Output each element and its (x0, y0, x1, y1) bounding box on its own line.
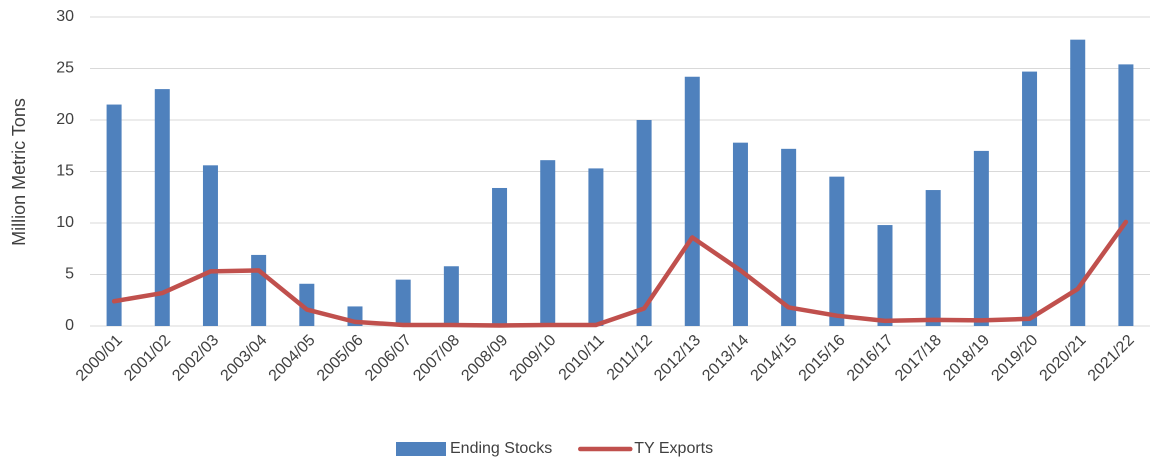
x-tick-label: 2018/19 (940, 332, 993, 385)
bar (973, 150, 989, 326)
x-tick-label: 2019/20 (988, 332, 1041, 385)
bar (877, 225, 893, 326)
bar (636, 120, 652, 326)
x-tick-label: 2014/15 (748, 332, 801, 385)
x-tick-label: 2008/09 (458, 332, 511, 385)
y-tick-label: 10 (56, 214, 74, 231)
x-tick-label: 2000/01 (73, 332, 126, 385)
y-tick-label: 25 (56, 60, 74, 77)
bar (588, 168, 604, 326)
x-tick-label: 2001/02 (121, 332, 174, 385)
bar (732, 142, 748, 326)
x-tick-label: 2003/04 (218, 332, 271, 385)
bar (829, 176, 845, 326)
legend-label: Ending Stocks (450, 440, 552, 457)
y-tick-label: 30 (56, 8, 74, 25)
y-tick-label: 0 (65, 317, 74, 334)
x-tick-label: 2007/08 (410, 332, 463, 385)
bar (443, 266, 459, 326)
bar (251, 254, 267, 326)
x-tick-label: 2013/14 (699, 332, 752, 385)
bar (684, 76, 700, 327)
bar (540, 160, 556, 326)
bar (395, 279, 411, 326)
bar (202, 165, 218, 326)
bar (154, 89, 170, 326)
x-tick-label: 2021/22 (1085, 332, 1138, 385)
x-tick-label: 2012/13 (651, 332, 704, 385)
legend-label: TY Exports (634, 440, 713, 457)
bar (1118, 64, 1134, 326)
legend-swatch (396, 442, 446, 456)
y-tick-label: 5 (65, 266, 74, 283)
x-tick-label: 2005/06 (314, 332, 367, 385)
x-tick-label: 2017/18 (892, 332, 945, 385)
bar (1070, 39, 1086, 326)
x-tick-label: 2020/21 (1037, 332, 1090, 385)
bar (925, 190, 941, 326)
bar (299, 283, 315, 326)
bar (1022, 71, 1038, 326)
x-tick-label: 2006/07 (362, 332, 415, 385)
x-tick-label: 2004/05 (266, 332, 319, 385)
x-tick-label: 2002/03 (169, 332, 222, 385)
y-tick-label: 15 (56, 163, 74, 180)
y-tick-label: 20 (56, 111, 74, 128)
x-tick-label: 2015/16 (796, 332, 849, 385)
x-tick-label: 2011/12 (604, 332, 656, 384)
line (111, 219, 1129, 328)
bar (106, 104, 122, 326)
y-axis-label: Million Metric Tons (9, 98, 29, 246)
bar (492, 187, 508, 326)
x-tick-label: 2010/11 (556, 332, 608, 384)
x-tick-label: 2009/10 (507, 332, 560, 385)
x-tick-label: 2016/17 (844, 332, 897, 385)
bar (781, 148, 797, 326)
